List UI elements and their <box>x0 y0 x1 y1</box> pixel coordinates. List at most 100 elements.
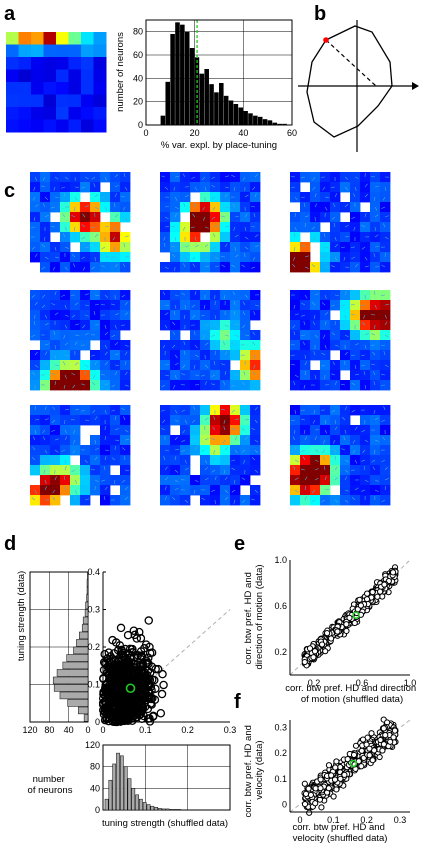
direction-arrow <box>103 466 106 471</box>
data-point <box>125 673 135 682</box>
heatmap-cell <box>30 435 41 446</box>
x-tick-label: 60 <box>287 128 297 138</box>
direction-arrow <box>84 489 89 492</box>
heatmap-cell <box>18 94 32 108</box>
direction-arrow <box>120 196 126 198</box>
heatmap-cell <box>340 445 351 456</box>
heatmap-cell <box>310 380 321 391</box>
direction-arrow <box>234 254 239 258</box>
direction-arrow <box>172 331 176 336</box>
heatmap-cell <box>50 202 61 213</box>
data-point <box>117 710 127 719</box>
data-point <box>346 614 353 621</box>
heatmap-cell <box>320 232 331 243</box>
direction-arrow <box>164 324 168 329</box>
direction-arrow <box>294 409 296 414</box>
place-field-heatmap <box>30 405 131 506</box>
y-tick-label: 80 <box>133 27 143 37</box>
heatmap-cell <box>100 455 111 466</box>
direction-arrow <box>354 186 357 191</box>
direction-arrow <box>334 466 338 471</box>
direction-arrow <box>94 361 97 366</box>
direction-arrow <box>301 314 306 317</box>
heatmap-cell <box>60 445 71 456</box>
direction-arrow <box>354 373 359 376</box>
direction-arrow <box>54 196 59 199</box>
heatmap-cell <box>230 435 241 446</box>
direction-arrow <box>361 246 366 250</box>
heatmap-cell <box>380 495 391 506</box>
direction-arrow <box>172 344 176 349</box>
direction-arrow <box>54 364 59 366</box>
histogram-bar <box>142 802 147 811</box>
heatmap-cell <box>220 455 231 466</box>
heatmap-cell <box>180 262 191 273</box>
direction-arrow <box>183 263 186 268</box>
direction-arrow <box>374 439 379 442</box>
direction-arrow <box>204 466 208 471</box>
data-point <box>311 648 319 655</box>
heatmap-cell <box>220 360 231 371</box>
direction-arrow <box>44 323 49 326</box>
heatmap-cell <box>160 425 171 436</box>
heatmap-cell <box>300 415 311 426</box>
direction-arrow <box>312 321 316 326</box>
histogram-bar <box>243 111 248 125</box>
direction-arrow <box>124 235 129 238</box>
heatmap-cell <box>81 32 94 45</box>
heatmap-cell <box>330 405 341 416</box>
heatmap-cell <box>340 405 351 416</box>
heatmap-cell <box>56 32 69 45</box>
heatmap-cell <box>160 172 171 183</box>
direction-arrow <box>204 364 209 368</box>
direction-arrow <box>371 459 376 463</box>
heatmap-cell <box>190 320 201 331</box>
data-point <box>140 702 150 712</box>
heatmap-cell <box>290 380 301 391</box>
heatmap-cell <box>350 495 361 506</box>
direction-arrow <box>174 236 177 241</box>
panel-c-heatmaps <box>30 172 391 506</box>
direction-arrow <box>184 499 189 503</box>
direction-arrow <box>192 256 196 261</box>
direction-arrow <box>304 436 307 441</box>
heatmap-cell <box>330 330 341 341</box>
histogram-bar <box>169 809 174 811</box>
direction-arrow <box>173 186 176 191</box>
direction-arrow <box>351 354 356 357</box>
y-axis-label: corr. btw pref. HD and velocity (data) <box>243 722 265 817</box>
data-point <box>134 627 144 637</box>
direction-arrow <box>232 203 236 208</box>
direction-arrow <box>64 246 69 249</box>
heatmap-cell <box>220 310 231 321</box>
data-point <box>128 647 137 657</box>
direction-arrow <box>161 409 166 412</box>
direction-arrow <box>34 465 36 471</box>
heatmap-cell <box>230 300 241 311</box>
heatmap-cell <box>200 425 211 436</box>
heatmap-cell <box>320 350 331 361</box>
direction-arrow <box>114 371 118 376</box>
direction-arrow <box>104 456 107 461</box>
heatmap-cell <box>200 445 211 456</box>
heatmap-cell <box>120 405 131 416</box>
direction-arrow <box>184 467 189 471</box>
histogram-bar <box>204 69 209 125</box>
heatmap-cell <box>230 465 241 476</box>
y-tick-label: 1.0 <box>274 555 287 565</box>
histogram-bar <box>228 100 234 125</box>
heatmap-cell <box>68 44 82 58</box>
heatmap-cell <box>80 380 91 391</box>
heatmap-cell <box>6 44 19 58</box>
direction-arrow <box>64 354 69 357</box>
direction-arrow <box>191 437 196 441</box>
direction-arrow <box>383 406 386 411</box>
direction-arrow <box>353 193 356 198</box>
direction-arrow <box>374 206 378 211</box>
direction-arrow <box>33 186 36 191</box>
heatmap-cell <box>370 360 381 371</box>
direction-arrow <box>121 408 126 411</box>
histogram-bar <box>253 115 258 125</box>
direction-arrow <box>114 416 117 421</box>
direction-arrow <box>294 489 299 493</box>
